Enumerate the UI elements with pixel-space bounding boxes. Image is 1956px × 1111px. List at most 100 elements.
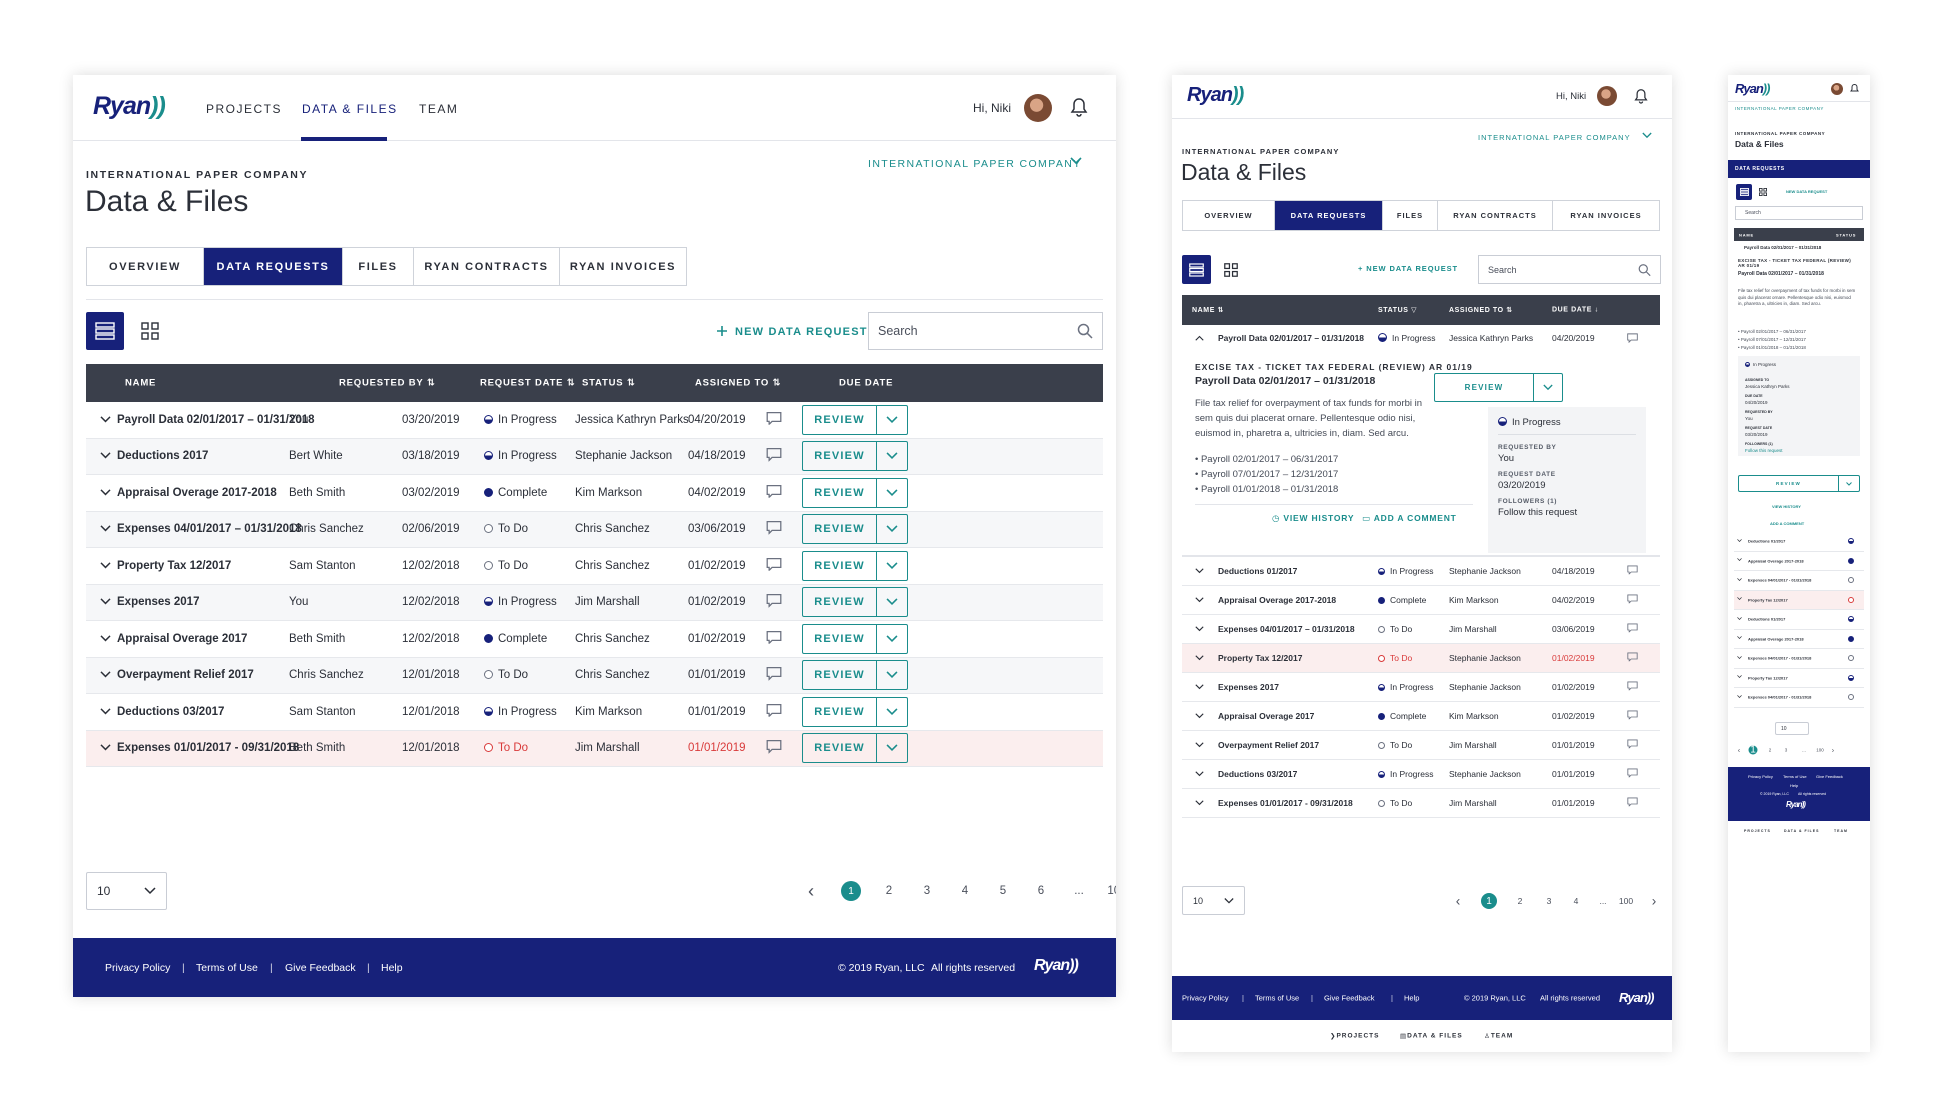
add-comment-link[interactable]: ADD A COMMENT <box>1770 521 1805 526</box>
bottom-nav-data-files[interactable]: ▤ DATA & FILES <box>1400 1032 1463 1041</box>
chevron-up-icon[interactable] <box>1195 335 1204 341</box>
mobile-tab-select[interactable]: DATA REQUESTS <box>1728 160 1870 178</box>
table-row[interactable]: Deductions 01/2017 <box>1734 610 1864 630</box>
review-button[interactable]: REVIEW <box>803 661 877 690</box>
bottom-nav-team[interactable]: ♙ TEAM <box>1484 1032 1514 1041</box>
review-dropdown-button[interactable] <box>1534 374 1562 401</box>
chevron-down-icon[interactable] <box>1642 132 1652 139</box>
chevron-down-icon[interactable] <box>1195 682 1204 692</box>
ryan-logo[interactable]: Ryan)) <box>1735 81 1770 96</box>
review-dropdown-button[interactable] <box>877 442 907 470</box>
table-row[interactable]: Deductions 03/2017 Sam Stanton 12/01/2018 I… <box>86 694 1103 731</box>
table-row[interactable]: Property Tax 12/2017 <box>1734 590 1864 610</box>
page-number[interactable]: 2 <box>1517 896 1523 906</box>
avatar[interactable] <box>1831 83 1843 95</box>
page-number[interactable]: 5 <box>999 885 1007 897</box>
chevron-down-icon[interactable] <box>1737 558 1742 564</box>
grid-view-button[interactable] <box>131 312 169 350</box>
table-row[interactable]: Expenses 01/01/2017 - 09/31/2018 To Do Jim… <box>1182 789 1660 818</box>
review-button[interactable]: REVIEW <box>803 478 877 507</box>
review-button[interactable]: REVIEW <box>803 697 877 726</box>
comment-icon[interactable] <box>1627 623 1638 634</box>
footer-terms-link[interactable]: Terms of Use <box>1783 774 1807 779</box>
ryan-logo[interactable]: Ryan)) <box>1187 84 1244 106</box>
header-assigned-to[interactable]: ASSIGNED TO ⇅ <box>1449 307 1513 314</box>
comment-icon[interactable] <box>1627 681 1638 692</box>
review-button[interactable]: REVIEW <box>803 515 877 544</box>
comment-icon[interactable] <box>1627 797 1638 808</box>
chevron-down-icon[interactable] <box>100 669 111 681</box>
chevron-down-icon[interactable] <box>1195 566 1204 576</box>
view-history-link[interactable]: ◷ VIEW HISTORY <box>1272 513 1355 523</box>
footer-feedback-link[interactable]: Give Feedback <box>285 961 356 974</box>
comment-icon[interactable] <box>766 521 782 538</box>
comment-icon[interactable] <box>1627 710 1638 721</box>
page-number[interactable]: 3 <box>923 885 931 897</box>
comment-icon[interactable] <box>766 484 782 501</box>
chevron-down-icon[interactable] <box>1737 694 1742 700</box>
chevron-down-icon[interactable] <box>100 523 111 535</box>
chevron-down-icon[interactable] <box>1737 675 1742 681</box>
review-dropdown-button[interactable] <box>877 588 907 616</box>
next-page-icon[interactable]: › <box>1831 745 1835 755</box>
table-row[interactable]: Deductions 01/2017 <box>1734 532 1864 552</box>
table-row[interactable]: Property Tax 12/2017 Sam Stanton 12/02/201… <box>86 548 1103 585</box>
table-row[interactable]: Expenses 04/01/2017 - 01/31/2018 <box>1734 571 1864 591</box>
chevron-down-icon[interactable] <box>1195 798 1204 808</box>
comment-icon[interactable] <box>1627 565 1638 576</box>
table-row[interactable]: Expenses 01/01/2017 - 09/31/2018 Beth Smi… <box>86 730 1103 767</box>
comment-icon[interactable] <box>766 740 782 757</box>
table-row[interactable]: Appraisal Overage 2017-2018 Beth Smith 03/… <box>86 475 1103 512</box>
comment-icon[interactable] <box>766 557 782 574</box>
footer-privacy-link[interactable]: Privacy Policy <box>1748 774 1773 779</box>
table-row[interactable]: Appraisal Overage 2017-2018 <box>1734 552 1864 571</box>
comment-icon[interactable] <box>1627 652 1638 663</box>
header-due-date[interactable]: DUE DATE <box>839 377 894 389</box>
chevron-down-icon[interactable] <box>1195 653 1204 663</box>
bottom-nav-data-files[interactable]: DATA & FILES <box>1784 829 1820 833</box>
table-row[interactable]: Appraisal Overage 2017 Complete Kim Markso… <box>1182 702 1660 731</box>
table-row[interactable]: Expenses 2017 You 12/02/2018 In Progress Jim… <box>86 584 1103 621</box>
header-assigned-to[interactable]: ASSIGNED TO ⇅ <box>695 377 782 389</box>
next-page-icon[interactable]: › <box>1651 893 1657 909</box>
previous-page-icon[interactable]: ‹ <box>1737 745 1741 755</box>
comment-icon[interactable] <box>1627 768 1638 779</box>
nav-team[interactable]: TEAM <box>419 102 459 116</box>
page-number[interactable]: 1 <box>1481 893 1497 909</box>
tab-data-requests[interactable]: DATA REQUESTS <box>1275 201 1383 230</box>
follow-request-link[interactable]: Follow this request <box>1745 448 1783 453</box>
chevron-down-icon[interactable] <box>100 596 111 608</box>
page-number[interactable]: 2 <box>885 885 893 897</box>
review-button[interactable]: REVIEW <box>803 734 877 763</box>
table-row[interactable]: Expenses 04/01/2017 – 01/31/2018 To Do Jim… <box>1182 615 1660 644</box>
page-number[interactable]: 1 <box>841 881 861 901</box>
review-button[interactable]: REVIEW <box>1739 476 1839 491</box>
review-button[interactable]: REVIEW <box>803 588 877 617</box>
comment-icon[interactable] <box>766 703 782 720</box>
review-dropdown-button[interactable] <box>877 515 907 543</box>
list-view-button[interactable] <box>1182 255 1211 284</box>
chevron-down-icon[interactable] <box>1737 636 1742 642</box>
search-input[interactable]: Search <box>1478 255 1661 284</box>
chevron-down-icon[interactable] <box>1070 157 1082 165</box>
view-history-link[interactable]: VIEW HISTORY <box>1772 504 1801 509</box>
chevron-down-icon[interactable] <box>1737 597 1742 603</box>
tab-overview[interactable]: OVERVIEW <box>1183 201 1275 230</box>
company-select[interactable]: INTERNATIONAL PAPER COMPANY <box>1735 106 1824 111</box>
plus-icon[interactable] <box>716 325 728 337</box>
table-row[interactable]: Payroll Data 02/01/2017 – 01/31/2018 You 0… <box>86 402 1103 439</box>
review-dropdown-button[interactable] <box>877 661 907 689</box>
review-button[interactable]: REVIEW <box>803 624 877 653</box>
tab-files[interactable]: FILES <box>1383 201 1438 230</box>
comment-icon[interactable] <box>766 448 782 465</box>
chevron-down-icon[interactable] <box>100 560 111 572</box>
header-name[interactable]: NAME ⇅ <box>1192 307 1225 314</box>
table-row[interactable]: Expenses 2017 In Progress Stephanie Jackso… <box>1182 673 1660 702</box>
page-number[interactable]: 2 <box>1768 747 1772 753</box>
tab-ryan-contracts[interactable]: RYAN CONTRACTS <box>414 248 560 285</box>
table-row[interactable]: Property Tax 12/2017 To Do Stephanie Jacks… <box>1182 644 1660 673</box>
comment-icon[interactable] <box>766 667 782 684</box>
chevron-down-icon[interactable] <box>1195 769 1204 779</box>
page-number[interactable]: 1 <box>1748 744 1758 756</box>
page-number[interactable]: 100 <box>1107 885 1116 897</box>
